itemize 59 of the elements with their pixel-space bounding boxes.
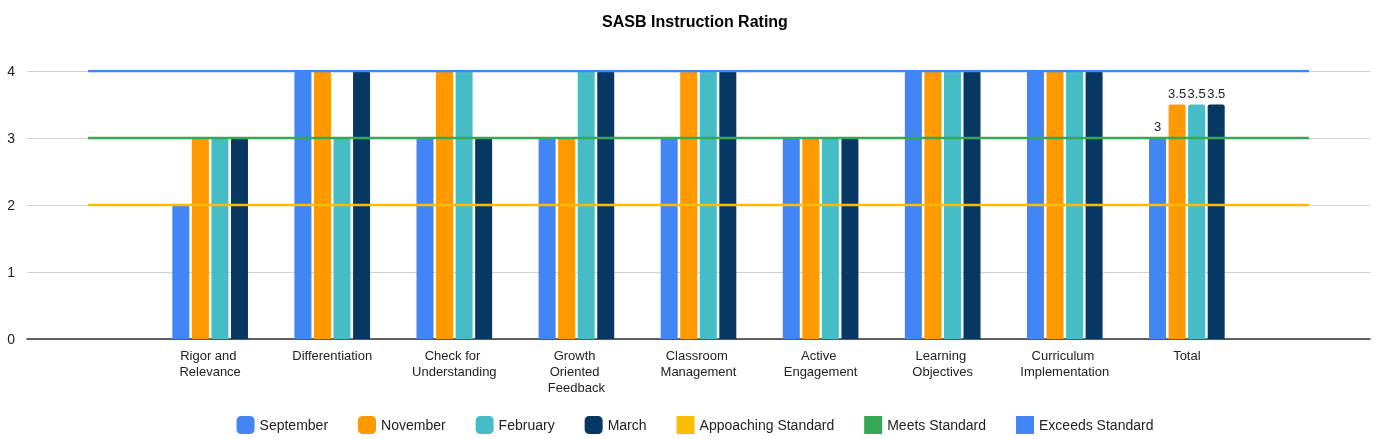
legend-label: November xyxy=(381,417,446,433)
bar xyxy=(230,138,248,339)
bar xyxy=(597,71,615,339)
data-label: 3.5 xyxy=(1187,85,1206,101)
data-label: 3.5 xyxy=(1207,85,1226,101)
legend-label: Exceeds Standard xyxy=(1039,417,1154,433)
x-tick-label: Active Engagement xyxy=(783,347,858,379)
bar xyxy=(841,138,859,339)
y-tick-label: 0 xyxy=(7,331,16,347)
y-tick-label: 2 xyxy=(7,197,16,213)
bar xyxy=(699,71,717,339)
bar xyxy=(1149,138,1167,339)
bar xyxy=(782,138,800,339)
chart-title: SASB Instruction Rating xyxy=(602,12,788,30)
bar xyxy=(924,71,942,339)
data-label: 3.5 xyxy=(1168,85,1187,101)
y-tick-label: 4 xyxy=(7,63,16,79)
bar xyxy=(1046,71,1064,339)
legend-label: September xyxy=(259,417,329,433)
bar xyxy=(1188,104,1206,339)
bar xyxy=(577,71,595,339)
bar xyxy=(436,71,454,339)
x-tick-label: Total xyxy=(1173,347,1201,363)
bar xyxy=(821,138,839,339)
legend-label: Appoaching Standard xyxy=(699,417,835,433)
bar xyxy=(558,138,576,339)
bar xyxy=(802,138,820,339)
bar xyxy=(416,138,434,339)
bar xyxy=(313,71,331,339)
legend-label: February xyxy=(498,417,555,433)
x-tick-label: Learning Objectives xyxy=(912,347,974,379)
bar xyxy=(660,138,678,339)
x-tick-label: Classroom Management xyxy=(660,347,737,379)
bar xyxy=(172,205,190,339)
data-label: 3 xyxy=(1153,119,1162,134)
y-tick-label: 1 xyxy=(7,264,16,280)
bar xyxy=(1168,104,1186,339)
bar xyxy=(680,71,698,339)
bar xyxy=(943,71,961,339)
x-tick-label: Rigor and Relevance xyxy=(179,347,241,379)
bar xyxy=(333,138,351,339)
bar xyxy=(1066,71,1084,339)
bar xyxy=(1207,104,1225,339)
x-tick-label: Growth Oriented Feedback xyxy=(547,347,606,395)
legend-label: Meets Standard xyxy=(887,417,987,433)
bar xyxy=(538,138,556,339)
x-tick-label: Curriculum Implementation xyxy=(1020,347,1110,379)
bar xyxy=(211,138,229,339)
bar xyxy=(475,138,493,339)
y-tick-label: 3 xyxy=(7,130,16,146)
bar xyxy=(191,138,209,339)
x-tick-label: Differentiation xyxy=(292,347,373,363)
x-tick-label: Check for Understanding xyxy=(412,347,497,379)
bar xyxy=(455,71,473,339)
bar xyxy=(963,71,981,339)
bar xyxy=(719,71,737,339)
bar xyxy=(353,71,371,339)
bar xyxy=(1085,71,1103,339)
legend-label: March xyxy=(607,417,647,433)
